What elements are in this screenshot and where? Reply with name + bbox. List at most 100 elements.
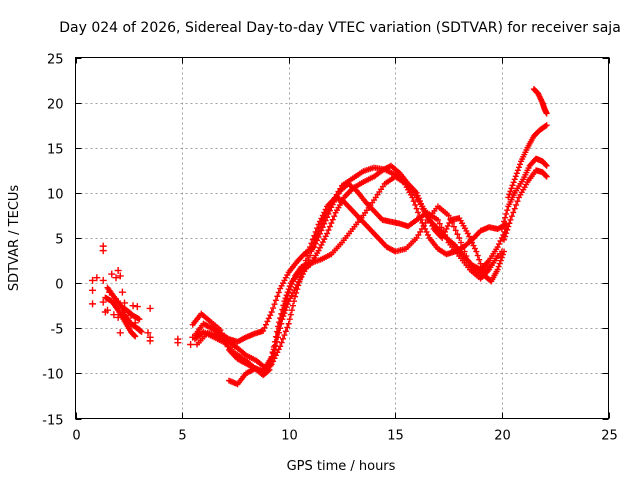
data-point xyxy=(278,320,285,327)
data-point xyxy=(461,248,468,255)
data-point xyxy=(106,288,114,296)
data-point xyxy=(125,322,133,330)
data-point xyxy=(424,231,431,238)
data-point xyxy=(218,330,225,337)
data-point xyxy=(221,336,228,343)
data-point xyxy=(135,326,143,334)
data-point xyxy=(312,228,319,235)
data-point xyxy=(295,282,302,289)
data-point xyxy=(505,223,512,230)
data-point xyxy=(299,266,306,273)
data-point xyxy=(315,228,322,235)
data-point xyxy=(268,309,275,316)
data-point xyxy=(316,224,323,231)
data-point xyxy=(321,209,328,216)
data-point xyxy=(474,252,481,259)
data-point xyxy=(277,343,284,350)
data-point xyxy=(444,222,451,229)
data-point xyxy=(112,274,120,282)
data-point xyxy=(297,274,304,281)
data-point xyxy=(501,218,508,225)
data-point xyxy=(337,185,344,192)
series-track-9 xyxy=(530,86,550,117)
data-point xyxy=(496,241,503,248)
x-tick-label: 15 xyxy=(387,429,404,444)
data-point xyxy=(314,225,321,232)
data-point xyxy=(324,230,331,237)
data-point xyxy=(277,325,284,332)
data-point xyxy=(275,346,282,353)
data-point xyxy=(542,172,549,179)
data-point xyxy=(496,260,503,267)
data-point xyxy=(268,361,275,368)
data-point xyxy=(136,316,143,323)
data-point xyxy=(511,205,518,212)
data-point xyxy=(283,304,290,311)
data-point xyxy=(318,215,325,222)
data-point xyxy=(495,263,502,270)
data-point xyxy=(515,164,522,171)
data-point xyxy=(270,358,277,365)
data-point xyxy=(467,236,474,243)
data-point xyxy=(304,261,311,268)
x-axis-label: GPS time / hours xyxy=(287,459,396,474)
data-point xyxy=(542,122,549,129)
data-point xyxy=(309,236,316,243)
data-point xyxy=(174,339,182,347)
data-point xyxy=(287,311,294,318)
data-point xyxy=(502,233,509,240)
y-axis-label: SDTVAR / TECUs xyxy=(7,185,22,292)
data-point xyxy=(443,225,450,232)
data-point xyxy=(301,262,308,269)
data-point xyxy=(89,286,97,294)
data-point xyxy=(282,307,289,314)
y-tick-label: 10 xyxy=(47,188,64,203)
data-point xyxy=(189,333,197,341)
y-tick-label: -15 xyxy=(42,414,63,429)
data-point xyxy=(413,235,420,241)
data-point xyxy=(511,176,518,183)
data-point xyxy=(129,302,137,310)
series-track-7 xyxy=(501,167,550,243)
data-marks xyxy=(89,86,550,388)
data-point xyxy=(427,219,434,226)
data-point xyxy=(187,340,195,348)
data-point xyxy=(288,307,295,314)
data-point xyxy=(456,235,463,241)
data-point xyxy=(543,122,550,129)
data-point xyxy=(415,209,422,216)
data-point xyxy=(440,231,447,238)
data-point xyxy=(498,225,505,232)
x-tick-label: 20 xyxy=(494,429,511,444)
data-point xyxy=(543,173,550,180)
data-point xyxy=(423,210,430,217)
data-point xyxy=(476,256,483,263)
data-point xyxy=(513,170,520,177)
data-point xyxy=(127,312,135,320)
data-point xyxy=(498,248,505,255)
series-scattered xyxy=(89,242,197,348)
data-point xyxy=(503,210,510,217)
data-point xyxy=(223,340,230,347)
data-point xyxy=(443,235,450,242)
data-point xyxy=(282,328,289,335)
data-point xyxy=(89,276,97,284)
data-point xyxy=(445,212,452,219)
data-point xyxy=(281,310,288,317)
x-tick-label: 25 xyxy=(601,429,618,444)
y-tick-label: -5 xyxy=(51,323,64,338)
series-track-4 xyxy=(189,164,508,379)
data-point xyxy=(507,216,514,223)
data-point xyxy=(292,293,299,300)
data-point xyxy=(264,318,271,325)
data-point xyxy=(278,339,285,346)
y-tick-label: 5 xyxy=(55,233,63,248)
data-point xyxy=(285,286,292,293)
data-point xyxy=(543,110,550,117)
data-point xyxy=(274,293,281,300)
y-tick-label: 0 xyxy=(55,278,63,293)
data-point xyxy=(514,198,521,205)
data-point xyxy=(450,223,457,230)
data-point xyxy=(508,213,515,220)
